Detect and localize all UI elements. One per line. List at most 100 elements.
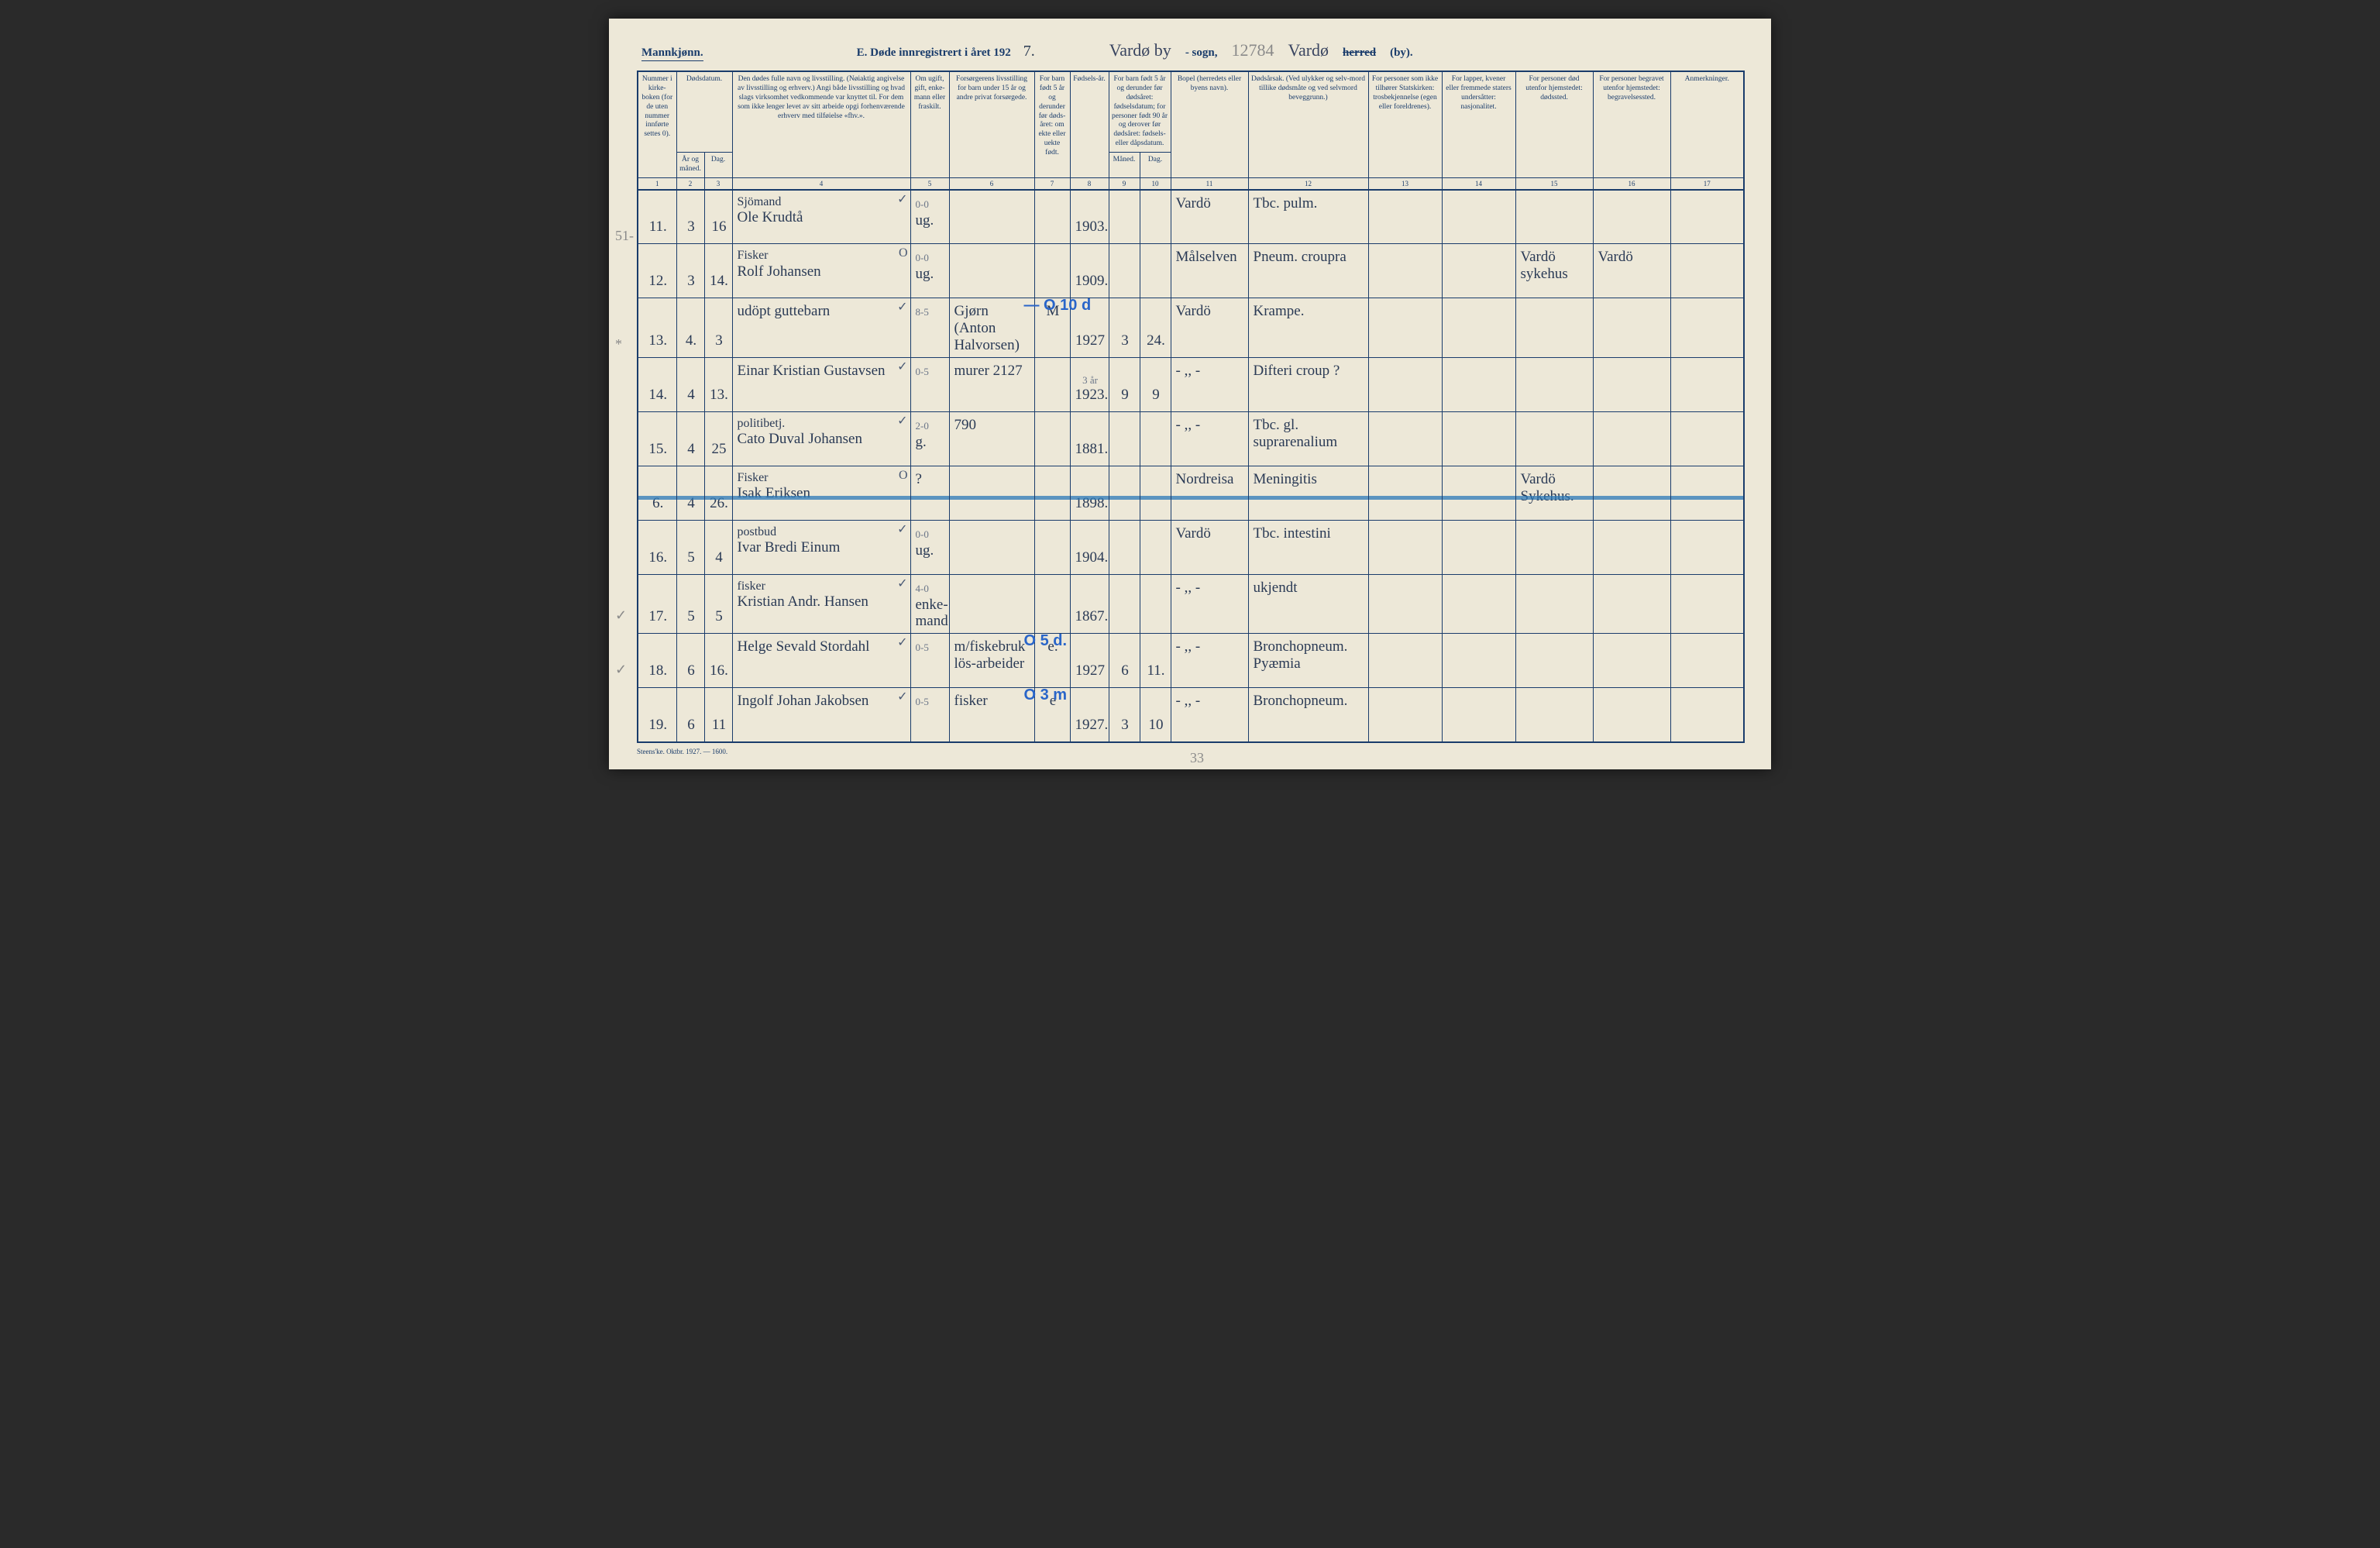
cell xyxy=(1515,411,1593,466)
cell xyxy=(1034,466,1070,520)
col-10-sub: Dag. xyxy=(1140,153,1171,178)
cell: FiskerIsak EriksenO xyxy=(732,466,910,520)
ledger-page: Mannkjønn. E. Døde innregistrert i året … xyxy=(609,19,1771,769)
table-row: 17.55fiskerKristian Andr. Hansen✓4-0enke… xyxy=(638,574,1744,634)
table-row: 12.314.FiskerRolf JohansenO0-0ug.1909.Må… xyxy=(638,244,1744,298)
cell: 17. xyxy=(638,574,676,634)
colnum: 10 xyxy=(1140,177,1171,190)
cell xyxy=(1034,411,1070,466)
cell: 11 xyxy=(704,688,732,742)
cell xyxy=(949,574,1034,634)
cell xyxy=(1442,411,1515,466)
colnum: 6 xyxy=(949,177,1034,190)
cell xyxy=(1368,574,1442,634)
cell: 3 xyxy=(676,244,704,298)
cell: Vardö xyxy=(1171,520,1248,574)
cell xyxy=(1368,411,1442,466)
cell: 9 xyxy=(1140,357,1171,411)
cell: Gjørn (Anton Halvorsen) xyxy=(949,298,1034,358)
cell xyxy=(1034,357,1070,411)
cell: 0-0ug. xyxy=(910,520,949,574)
cell: 4 xyxy=(676,411,704,466)
table-row: 18.616.Helge Sevald Stordahl✓0-5m/fiskeb… xyxy=(638,634,1744,688)
cell: Målselven xyxy=(1171,244,1248,298)
cell xyxy=(1593,688,1670,742)
cell xyxy=(1515,357,1593,411)
cell xyxy=(1515,190,1593,244)
cell xyxy=(1442,357,1515,411)
cell: fisker xyxy=(949,688,1034,742)
cell xyxy=(1442,244,1515,298)
cell: 3 xyxy=(1109,298,1140,358)
col-7-header: For barn født 5 år og derunder før døds-… xyxy=(1034,71,1070,177)
cell: 5 xyxy=(676,520,704,574)
colnum: 8 xyxy=(1070,177,1109,190)
cell: 5 xyxy=(676,574,704,634)
cell xyxy=(1442,466,1515,520)
table-row: 11.316SjömandOle Krudtå✓0-0ug.1903.Vardö… xyxy=(638,190,1744,244)
cell: Tbc. gl. suprarenalium xyxy=(1248,411,1368,466)
cell: 3 xyxy=(1109,688,1140,742)
cell xyxy=(949,466,1034,520)
col-1-header: Nummer i kirke-boken (for de uten nummer… xyxy=(638,71,676,177)
cell: 11. xyxy=(638,190,676,244)
cell xyxy=(1670,688,1744,742)
cell: 11. xyxy=(1140,634,1171,688)
cell: 6 xyxy=(676,688,704,742)
cell xyxy=(1442,634,1515,688)
gender-label: Mannkjønn. xyxy=(641,46,703,61)
cell xyxy=(1368,466,1442,520)
col-16-header: For personer begravet utenfor hjemstedet… xyxy=(1593,71,1670,177)
cell xyxy=(1515,574,1593,634)
sogn-label: - sogn, xyxy=(1185,46,1218,60)
cell: - ,, - xyxy=(1171,357,1248,411)
cell xyxy=(1670,411,1744,466)
ledger-table: Nummer i kirke-boken (for de uten nummer… xyxy=(637,71,1745,743)
cell xyxy=(1368,190,1442,244)
parish-number: 12784 xyxy=(1232,40,1274,60)
cell: Vardö xyxy=(1593,244,1670,298)
table-row: 13.4.3udöpt guttebarn✓8-5Gjørn (Anton Ha… xyxy=(638,298,1744,358)
cell: 4 xyxy=(704,520,732,574)
cell xyxy=(1670,466,1744,520)
cell: — O 10 d1927 xyxy=(1070,298,1109,358)
cell: 16 xyxy=(704,190,732,244)
colnum: 16 xyxy=(1593,177,1670,190)
cell: postbudIvar Bredi Einum✓ xyxy=(732,520,910,574)
cell xyxy=(1368,688,1442,742)
colnum: 12 xyxy=(1248,177,1368,190)
cell: O 3 m1927. xyxy=(1070,688,1109,742)
col-15-header: For personer død utenfor hjemstedet: død… xyxy=(1515,71,1593,177)
cell: - ,, - xyxy=(1171,688,1248,742)
cell: Nordreisa xyxy=(1171,466,1248,520)
cell xyxy=(1034,190,1070,244)
cell: 3 xyxy=(676,190,704,244)
cell: SjömandOle Krudtå✓ xyxy=(732,190,910,244)
cell: 13. xyxy=(638,298,676,358)
cell: 12. xyxy=(638,244,676,298)
cell xyxy=(1034,244,1070,298)
cell xyxy=(1368,357,1442,411)
cell: 2-0g. xyxy=(910,411,949,466)
cell xyxy=(1670,244,1744,298)
bottom-pencil-note: 33 xyxy=(1190,750,1204,766)
cell: 6 xyxy=(1109,634,1140,688)
cell: 0-5 xyxy=(910,688,949,742)
cell: Meningitis xyxy=(1248,466,1368,520)
cell: - ,, - xyxy=(1171,574,1248,634)
col-8-header: Fødsels-år. xyxy=(1070,71,1109,177)
cell: 6 xyxy=(676,634,704,688)
colnum: 14 xyxy=(1442,177,1515,190)
colnum: 2 xyxy=(676,177,704,190)
table-row: 19.611Ingolf Johan Jakobsen✓0-5fiskereO … xyxy=(638,688,1744,742)
parish-written-2: Vardø xyxy=(1288,40,1329,60)
cell: 9 xyxy=(1109,357,1140,411)
col-13-header: For personer som ikke tilhører Statskirk… xyxy=(1368,71,1442,177)
cell: 0-5 xyxy=(910,634,949,688)
margin-note: ✓ xyxy=(615,662,627,678)
cell xyxy=(1670,298,1744,358)
cell xyxy=(1670,357,1744,411)
cell: ? xyxy=(910,466,949,520)
colnum: 9 xyxy=(1109,177,1140,190)
cell: - ,, - xyxy=(1171,634,1248,688)
